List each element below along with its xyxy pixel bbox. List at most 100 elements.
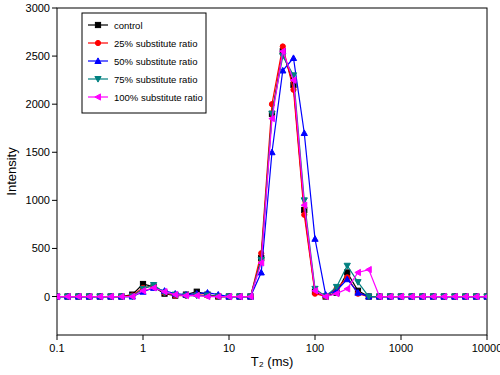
data-point bbox=[216, 294, 221, 299]
data-point bbox=[387, 293, 393, 299]
data-point bbox=[129, 294, 135, 300]
data-point bbox=[323, 294, 328, 299]
data-point bbox=[118, 293, 124, 299]
legend-label: 100% substitute ratio bbox=[114, 92, 203, 103]
data-point bbox=[140, 288, 146, 294]
data-point bbox=[65, 294, 70, 299]
y-tick bbox=[52, 200, 57, 201]
data-point bbox=[76, 294, 81, 299]
series-line bbox=[57, 46, 487, 296]
legend-label: control bbox=[114, 20, 143, 31]
data-point bbox=[355, 280, 361, 286]
data-point bbox=[430, 294, 436, 300]
data-point bbox=[344, 276, 350, 282]
data-point bbox=[430, 293, 436, 299]
legend-marker bbox=[95, 58, 101, 64]
data-point bbox=[86, 294, 92, 300]
data-point bbox=[398, 294, 404, 300]
data-point bbox=[129, 293, 135, 299]
data-point bbox=[204, 293, 210, 299]
data-point bbox=[57, 294, 60, 299]
data-point bbox=[97, 294, 102, 299]
data-point bbox=[140, 289, 146, 295]
data-point bbox=[57, 294, 60, 299]
data-point bbox=[452, 293, 458, 299]
data-point bbox=[388, 294, 393, 299]
data-point bbox=[398, 294, 403, 299]
series bbox=[57, 44, 487, 299]
y-tick-label: 1000 bbox=[26, 194, 50, 206]
data-point bbox=[474, 294, 479, 299]
data-point bbox=[463, 294, 468, 299]
data-point bbox=[441, 293, 447, 299]
data-point bbox=[376, 293, 382, 299]
data-point bbox=[366, 266, 372, 272]
data-point bbox=[290, 77, 296, 83]
data-point bbox=[398, 294, 403, 299]
data-point bbox=[119, 294, 124, 299]
data-point bbox=[237, 294, 242, 299]
data-point bbox=[194, 292, 200, 298]
data-point bbox=[473, 293, 479, 299]
data-point bbox=[344, 286, 350, 292]
data-point bbox=[118, 293, 124, 299]
data-point bbox=[333, 291, 339, 297]
data-point bbox=[409, 294, 415, 300]
data-point bbox=[419, 293, 425, 299]
data-point bbox=[290, 55, 296, 61]
data-point bbox=[452, 293, 458, 299]
data-point bbox=[183, 292, 189, 298]
data-point bbox=[129, 293, 135, 299]
data-point bbox=[366, 293, 372, 299]
data-point bbox=[323, 294, 328, 299]
data-point bbox=[226, 293, 232, 299]
data-point bbox=[420, 294, 425, 299]
data-point bbox=[333, 284, 339, 290]
x-tick bbox=[143, 335, 144, 340]
data-point bbox=[376, 294, 382, 300]
data-point bbox=[65, 294, 70, 299]
data-point bbox=[108, 293, 114, 299]
legend-marker bbox=[95, 22, 100, 27]
series-line bbox=[57, 58, 487, 297]
data-point bbox=[215, 293, 221, 299]
series bbox=[57, 55, 487, 299]
y-tick bbox=[52, 56, 57, 57]
data-point bbox=[215, 294, 221, 300]
data-point bbox=[237, 293, 243, 299]
y-tick bbox=[52, 8, 57, 9]
data-point bbox=[366, 294, 372, 300]
y-tick bbox=[52, 104, 57, 105]
y-tick-label: 2000 bbox=[26, 98, 50, 110]
data-point bbox=[462, 293, 468, 299]
data-point bbox=[161, 289, 167, 295]
data-point bbox=[226, 294, 231, 299]
data-point bbox=[312, 288, 318, 294]
data-point bbox=[247, 294, 253, 300]
data-point bbox=[355, 269, 361, 275]
x-tick bbox=[487, 335, 488, 340]
data-point bbox=[65, 293, 71, 299]
data-point bbox=[430, 293, 436, 299]
data-point bbox=[258, 260, 264, 266]
data-point bbox=[462, 294, 468, 300]
legend-label: 50% substitute ratio bbox=[114, 56, 197, 67]
data-point bbox=[387, 294, 393, 300]
data-point bbox=[387, 293, 393, 299]
x-tick bbox=[57, 335, 58, 340]
data-point bbox=[216, 294, 221, 299]
data-point bbox=[108, 293, 114, 299]
data-point bbox=[463, 294, 468, 299]
data-point bbox=[431, 294, 436, 299]
data-point bbox=[57, 293, 60, 299]
data-point bbox=[57, 293, 60, 299]
data-point bbox=[452, 294, 457, 299]
data-point bbox=[301, 130, 307, 136]
data-point bbox=[65, 294, 71, 300]
data-point bbox=[452, 294, 458, 300]
data-point bbox=[441, 294, 447, 300]
data-point bbox=[75, 294, 81, 300]
data-point bbox=[409, 294, 414, 299]
data-point bbox=[484, 294, 487, 299]
data-point bbox=[172, 292, 178, 298]
